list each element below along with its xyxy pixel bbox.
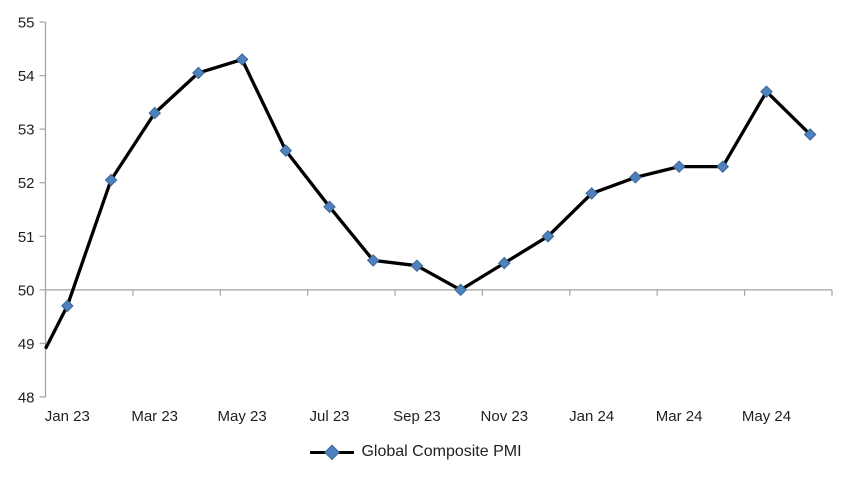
- y-axis-tick-label: 53: [18, 122, 35, 139]
- data-point-marker: [61, 299, 74, 313]
- y-axis-tick-label: 49: [18, 336, 35, 353]
- data-point-marker: [803, 128, 817, 141]
- diamond-marker-icon: [325, 444, 340, 460]
- x-axis-tick-label: Sep 23: [393, 408, 441, 425]
- line-chart-canvas: 48 49 50 51 52 53 54 55 Jan 23 Mar 23 May 23 Jul 23…: [18, 15, 833, 425]
- x-axis-tick-label: Mar 24: [656, 408, 703, 425]
- data-point-marker: [148, 106, 162, 120]
- data-point-marker: [629, 171, 642, 184]
- data-point-marker: [585, 187, 598, 200]
- data-point-marker: [410, 259, 424, 273]
- x-axis-tick-label: Jul 23: [309, 408, 349, 425]
- data-point-marker: [760, 85, 773, 98]
- legend-label: Global Composite PMI: [361, 443, 522, 460]
- data-point-marker: [454, 283, 467, 297]
- x-axis-tick-label: Jan 24: [569, 408, 614, 425]
- x-axis-tick-label: May 23: [217, 408, 266, 425]
- data-point-marker: [672, 160, 686, 173]
- data-point-marker: [541, 229, 555, 243]
- data-point-marker: [366, 254, 380, 267]
- y-axis-tick-label: 48: [18, 390, 35, 407]
- y-axis-tick-label: 54: [18, 68, 35, 85]
- y-axis-tick-label: 50: [18, 282, 35, 299]
- data-point-marker: [235, 53, 249, 66]
- chart-legend: Global Composite PMI: [0, 440, 842, 464]
- data-point-marker: [279, 144, 293, 157]
- y-axis-tick-label: 51: [18, 229, 35, 246]
- data-point-marker: [716, 160, 730, 173]
- x-axis-tick-label: Mar 23: [131, 408, 178, 425]
- legend-line-sample: [310, 444, 355, 460]
- data-point-marker: [104, 173, 118, 187]
- y-axis-tick-label: 55: [18, 15, 35, 32]
- x-axis-tick-label: May 24: [742, 408, 791, 425]
- data-point-marker: [497, 256, 511, 270]
- x-axis-tick-label: Nov 23: [481, 408, 529, 425]
- data-point-marker: [323, 200, 336, 214]
- series-line-global-composite-pmi: [44, 57, 812, 350]
- data-point-marker: [192, 66, 205, 80]
- x-axis-tick-label: Jan 23: [45, 408, 90, 425]
- y-axis-tick-label: 52: [18, 175, 35, 192]
